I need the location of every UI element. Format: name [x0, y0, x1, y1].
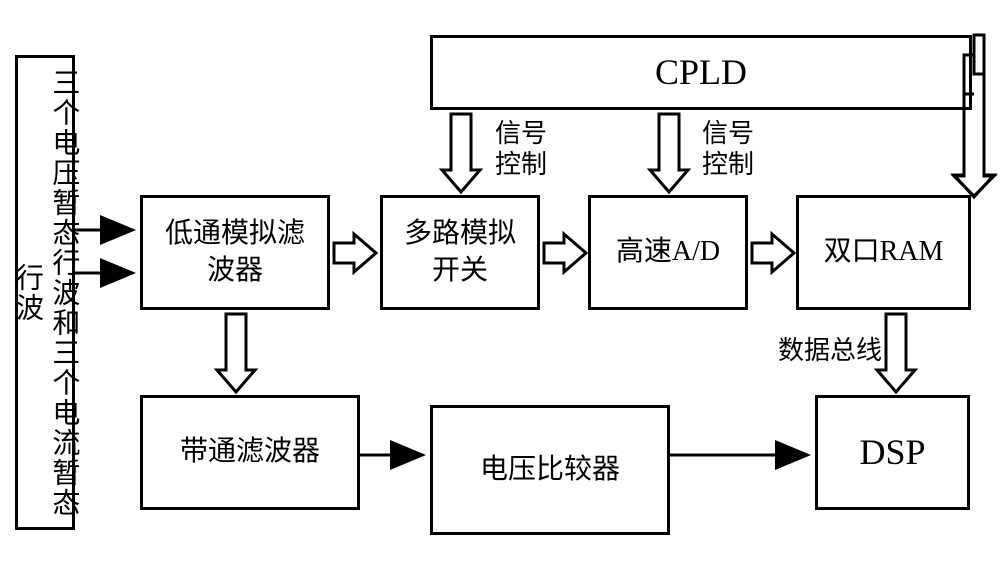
- cpld-label: CPLD: [655, 49, 747, 96]
- block-arrow-cpld-to-adc: [648, 112, 690, 194]
- block-arrow-lowpass-to-mux: [332, 232, 378, 274]
- arrow-comparator-to-dsp: [670, 445, 815, 465]
- block-arrow-lowpass-to-bandpass: [215, 312, 257, 394]
- bandpass-filter-box: 带通滤波器: [140, 395, 360, 510]
- voltage-comparator-box: 电压比较器: [430, 405, 670, 535]
- control-signal-label-2: 信号 控制: [702, 118, 754, 180]
- adc-label: 高速A/D: [616, 234, 720, 270]
- cpld-right-connector: [972, 44, 992, 74]
- input-signal-box: 三个电压暂态行波和三个电流暂态行波: [15, 55, 75, 530]
- arrow-bandpass-to-comparator: [360, 445, 430, 465]
- input-label: 三个电压暂态行波和三个电流暂态行波: [9, 63, 82, 522]
- dual-port-ram-box: 双口RAM: [796, 195, 971, 310]
- lowpass-filter-box: 低通模拟滤 波器: [140, 195, 330, 310]
- block-arrow-cpld-to-mux: [440, 112, 482, 194]
- control-signal-label-1: 信号 控制: [495, 118, 547, 180]
- arrow-input-to-lowpass: [75, 218, 140, 288]
- dsp-label: DSP: [859, 429, 925, 476]
- mux-label: 多路模拟 开关: [404, 216, 516, 289]
- lowpass-label: 低通模拟滤 波器: [165, 216, 305, 289]
- adc-box: 高速A/D: [588, 195, 748, 310]
- flowchart-diagram: 三个电压暂态行波和三个电流暂态行波 CPLD 低通模拟滤 波器 多路模拟 开关 …: [0, 0, 1000, 567]
- mux-switch-box: 多路模拟 开关: [380, 195, 540, 310]
- dsp-box: DSP: [815, 395, 970, 510]
- ram-label: 双口RAM: [824, 234, 944, 270]
- block-arrow-mux-to-adc: [542, 232, 588, 274]
- comparator-label: 电压比较器: [480, 452, 620, 488]
- block-arrow-adc-to-ram: [750, 232, 796, 274]
- block-arrow-ram-to-dsp: [875, 312, 917, 394]
- data-bus-label: 数据总线: [778, 330, 882, 367]
- bandpass-label: 带通滤波器: [180, 434, 320, 470]
